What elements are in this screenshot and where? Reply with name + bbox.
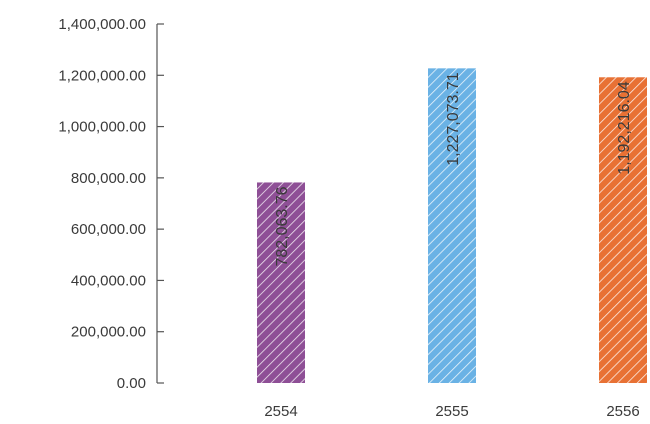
y-tick-label: 1,000,000.00: [58, 119, 146, 136]
bar-value-label: 1,227,073.71: [445, 72, 462, 166]
bar-2554: [257, 182, 305, 383]
y-tick-label: 800,000.00: [71, 170, 146, 187]
bar-group-2554: 782,063.76: [257, 182, 305, 383]
bar-group-2555: 1,227,073.71: [428, 68, 476, 384]
bar-2555: [428, 68, 476, 384]
bar-value-label: 1,192,216.04: [616, 81, 633, 175]
bar-2556: [599, 77, 647, 384]
x-tick-label: 2556: [606, 403, 639, 420]
bar-value-label: 782,063.76: [274, 186, 291, 266]
y-tick-label: 600,000.00: [71, 221, 146, 238]
bar-group-2556: 1,192,216.04: [599, 77, 647, 384]
y-tick-label: 1,400,000.00: [58, 16, 146, 33]
y-tick-label: 400,000.00: [71, 272, 146, 289]
bars: 782,063.76 1,227,073.71 1,192,216.04: [257, 68, 647, 384]
y-tick-label: 0.00: [117, 375, 146, 392]
x-tick-label: 2554: [264, 403, 297, 420]
y-tick-label: 1,200,000.00: [58, 67, 146, 84]
y-tick-label: 200,000.00: [71, 324, 146, 341]
y-axis: 0.00 200,000.00 400,000.00 600,000.00 800,00…: [58, 16, 164, 392]
x-tick-label: 2555: [435, 403, 468, 420]
x-axis: 2554 2555 2556: [264, 403, 639, 420]
